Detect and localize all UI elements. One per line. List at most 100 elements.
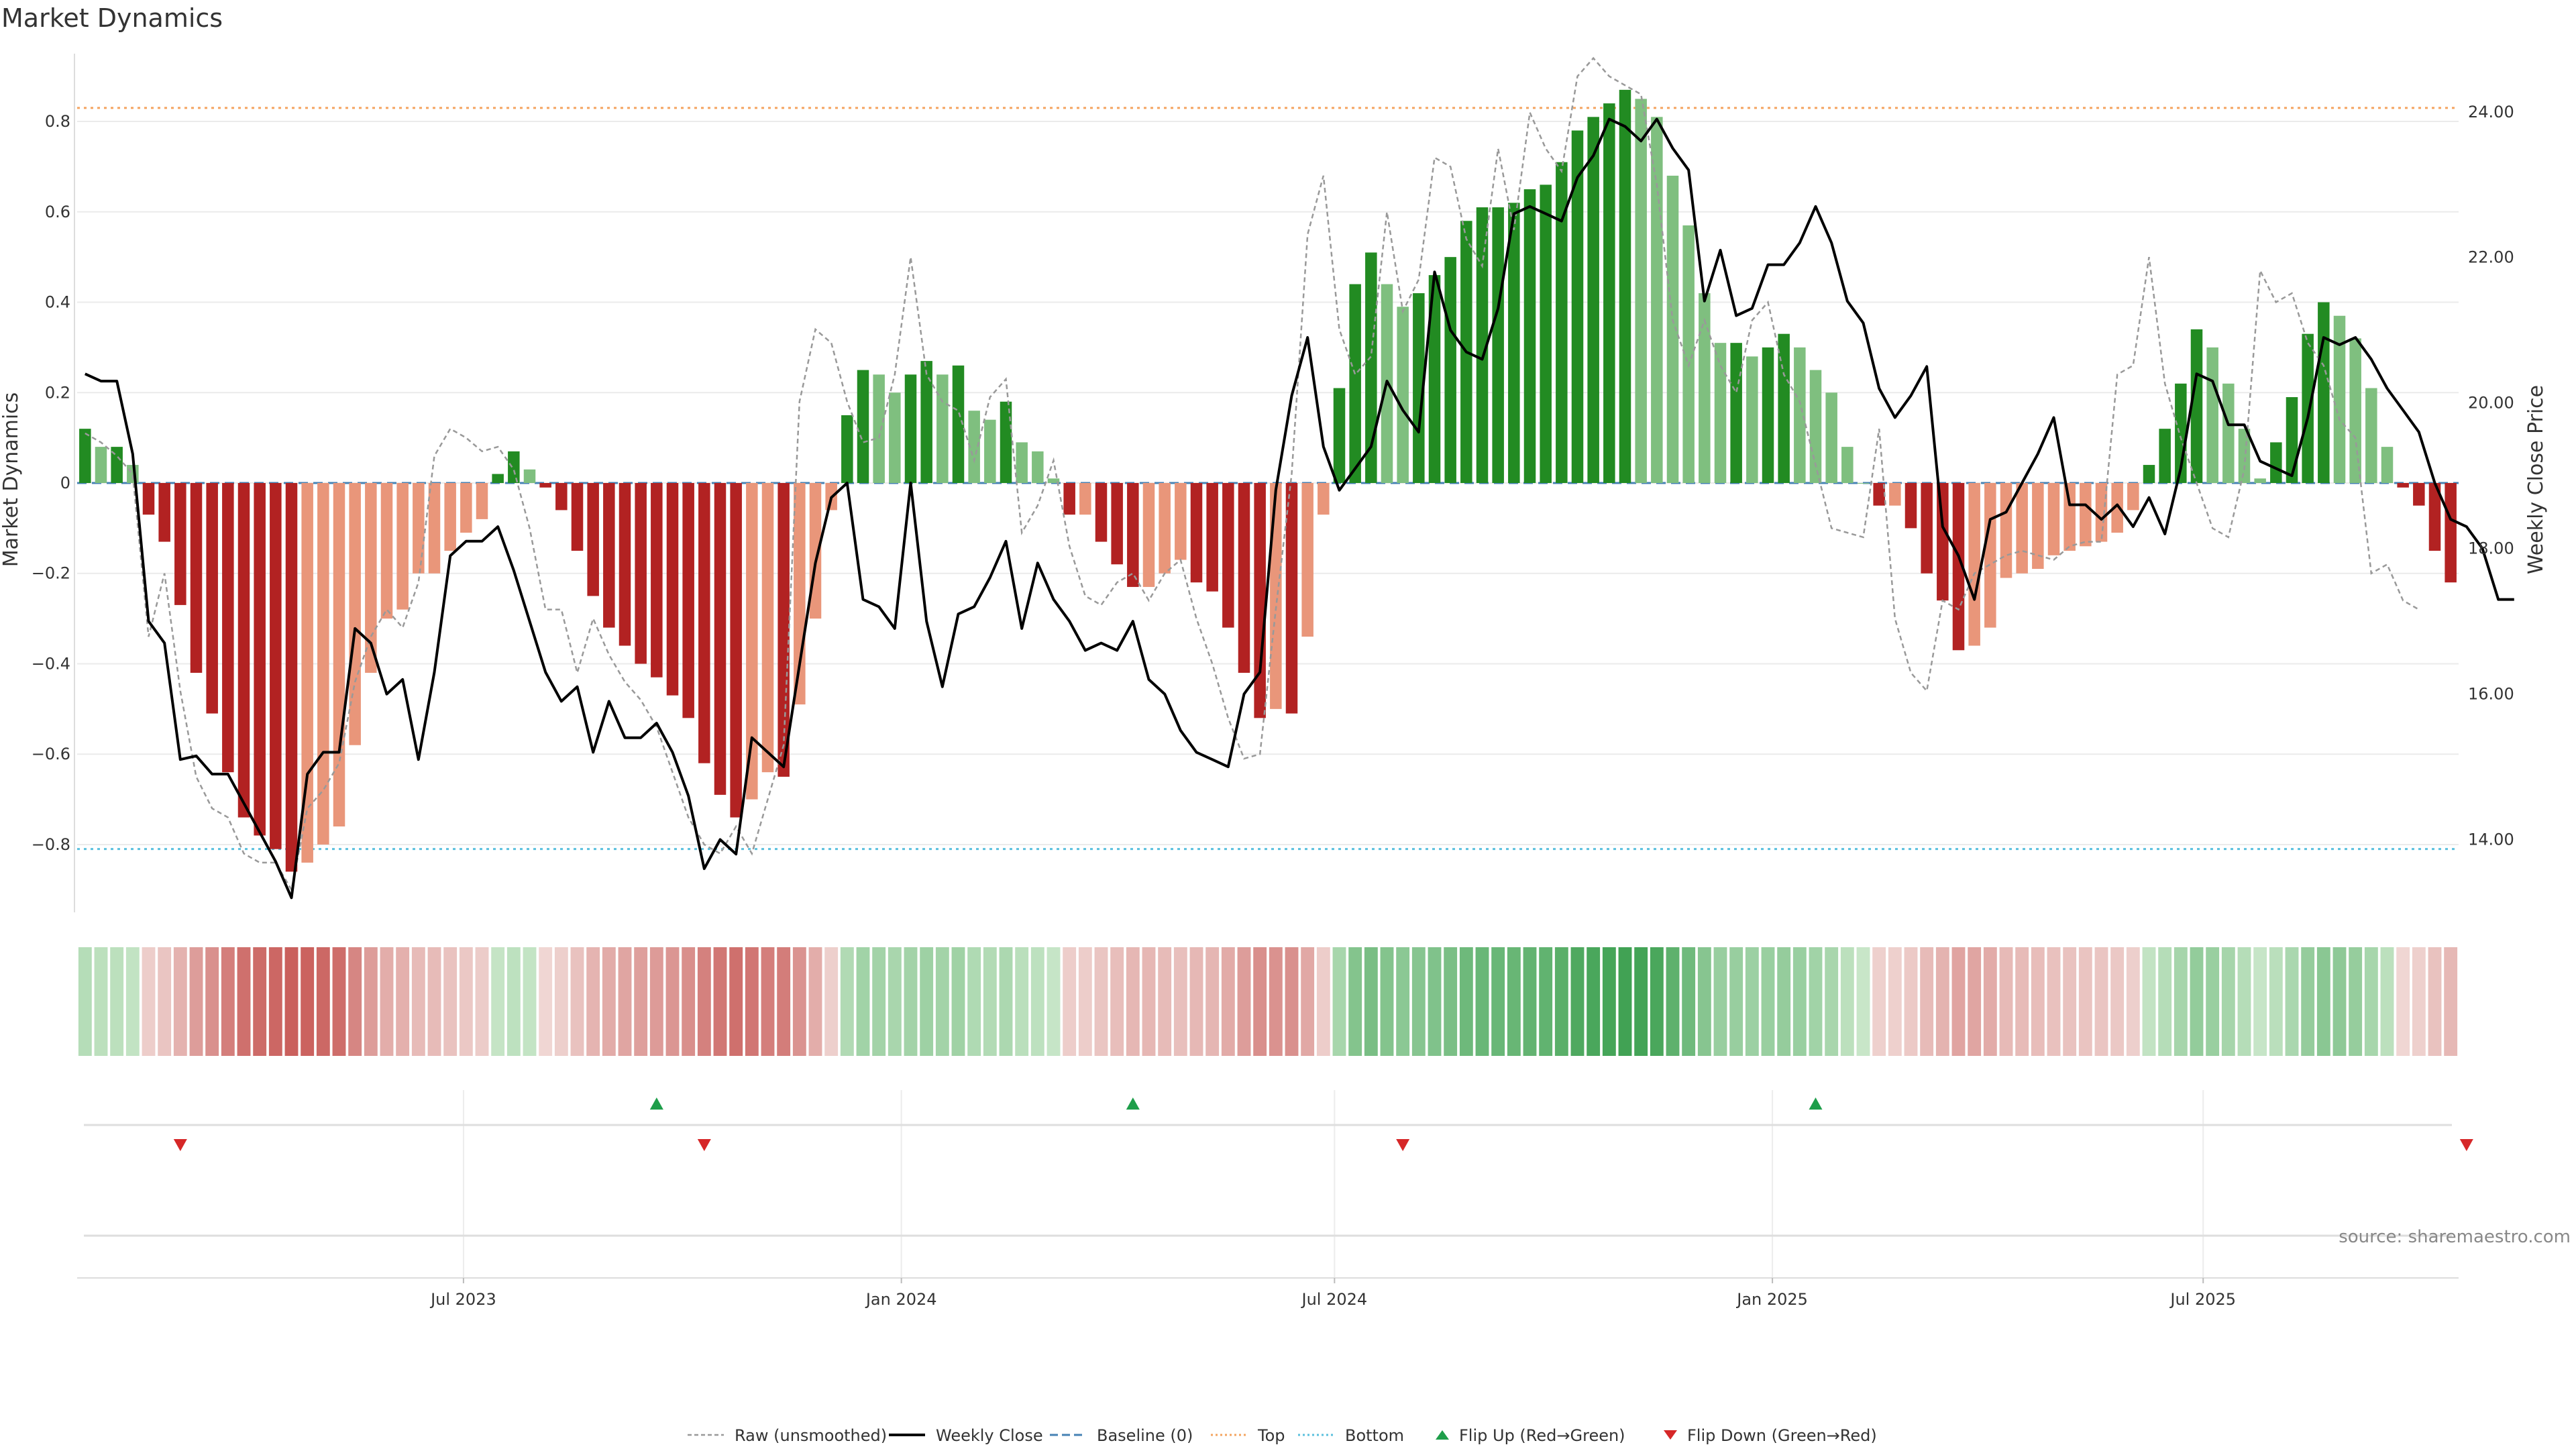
legend-label: Flip Down (Green→Red)	[1687, 1426, 1877, 1445]
dynamics-bar	[1476, 207, 1489, 483]
y-left-tick-label: 0.2	[45, 383, 70, 402]
regime-cell	[221, 947, 235, 1056]
regime-cell	[2253, 947, 2267, 1056]
regime-cell	[189, 947, 203, 1056]
dynamics-bar	[619, 483, 631, 646]
dynamics-bar	[746, 483, 758, 800]
y-right-tick-label: 14.00	[2468, 830, 2514, 849]
regime-cell	[1682, 947, 1696, 1056]
regime-cell	[1221, 947, 1235, 1056]
dynamics-bar	[841, 415, 853, 483]
regime-cell	[110, 947, 124, 1056]
regime-cell	[1777, 947, 1791, 1056]
regime-cell	[2349, 947, 2363, 1056]
regime-cell	[888, 947, 902, 1056]
regime-cell	[2190, 947, 2204, 1056]
regime-cell	[2158, 947, 2172, 1056]
regime-cell	[396, 947, 410, 1056]
regime-cell	[586, 947, 600, 1056]
dynamics-bar	[1142, 483, 1155, 587]
dynamics-bar	[682, 483, 694, 718]
regime-cell	[1570, 947, 1585, 1056]
regime-cell	[904, 947, 918, 1056]
dynamics-bar	[2047, 483, 2060, 555]
regime-cell	[2332, 947, 2347, 1056]
regime-cell	[1491, 947, 1505, 1056]
dynamics-bar	[2000, 483, 2012, 578]
y-left-tick-label: −0.4	[32, 654, 70, 673]
regime-cell	[2094, 947, 2108, 1056]
regime-cell	[792, 947, 806, 1056]
regime-cell	[2142, 947, 2156, 1056]
regime-cell	[761, 947, 775, 1056]
regime-cell	[1078, 947, 1092, 1056]
dynamics-bar	[142, 483, 155, 515]
dynamics-bar	[365, 483, 377, 673]
regime-cell	[459, 947, 473, 1056]
dynamics-bar	[1841, 447, 1854, 483]
dynamics-bar	[428, 483, 441, 574]
regime-cell	[2031, 947, 2045, 1056]
y-left-tick-label: 0	[60, 474, 70, 492]
regime-cell	[1411, 947, 1426, 1056]
regime-cell	[824, 947, 839, 1056]
dynamics-bar	[2413, 483, 2425, 506]
dynamics-bar	[2349, 338, 2361, 483]
raw-unsmoothed-line	[85, 56, 2420, 892]
regime-cell	[602, 947, 616, 1056]
regime-cell	[1761, 947, 1775, 1056]
dynamics-bar	[2397, 483, 2409, 488]
regime-cell	[1348, 947, 1362, 1056]
dynamics-bar	[111, 447, 123, 483]
flip-down-marker	[1396, 1139, 1410, 1151]
axes: −0.8 −0.6 −0.4 −0.2 0 0.2 0.4 0.6 0.8 14.00 16.00 1…	[32, 54, 2514, 1309]
x-tick-label: Jan 2024	[865, 1290, 937, 1309]
dynamics-bar	[444, 483, 456, 551]
regime-cell	[1237, 947, 1251, 1056]
dynamics-bar	[730, 483, 742, 818]
dynamics-bar	[714, 483, 727, 795]
dynamics-bar	[1333, 388, 1346, 483]
regime-cell	[2301, 947, 2315, 1056]
flip-up-marker	[649, 1097, 663, 1110]
dynamics-bar	[1222, 483, 1234, 628]
reference-lines	[77, 107, 2459, 851]
dynamics-bar	[571, 483, 584, 551]
regime-cell	[682, 947, 696, 1056]
regime-cell	[2206, 947, 2220, 1056]
regime-cell	[1825, 947, 1839, 1056]
dynamics-bar	[1508, 203, 1520, 483]
dynamics-bar	[1523, 189, 1536, 483]
dynamics-bar	[2143, 465, 2155, 483]
dynamics-bar	[555, 483, 568, 511]
y-right-tick-label: 20.00	[2468, 394, 2514, 413]
dynamics-bar	[936, 374, 949, 483]
source-credit: source: sharemaestro.com	[2339, 1227, 2571, 1247]
y-left-tick-label: 0.6	[45, 203, 70, 221]
dynamics-bar	[777, 483, 790, 777]
dynamics-bar	[889, 392, 901, 483]
regime-cell	[1872, 947, 1886, 1056]
dynamics-bar	[1651, 117, 1663, 483]
dynamics-bar	[1397, 307, 1409, 483]
regime-cell	[1332, 947, 1346, 1056]
dynamics-bar	[1762, 347, 1774, 483]
regime-cell	[1380, 947, 1394, 1056]
regime-cell	[554, 947, 568, 1056]
legend-swatch	[1436, 1430, 1449, 1440]
regime-cell	[967, 947, 981, 1056]
grid-layer	[77, 121, 2459, 845]
regime-cell	[1602, 947, 1616, 1056]
dynamics-bar	[1047, 478, 1060, 483]
regime-cell	[1189, 947, 1203, 1056]
legend-entry: Weekly Close	[889, 1426, 1043, 1445]
dynamics-bar	[968, 411, 980, 483]
regime-cell	[920, 947, 934, 1056]
dynamics-bar	[1000, 401, 1012, 483]
regime-cell	[1745, 947, 1759, 1056]
legend-entry: Baseline (0)	[1050, 1426, 1193, 1445]
regime-cell	[253, 947, 267, 1056]
x-tick-label: Jul 2023	[429, 1290, 496, 1309]
dynamics-bar	[1984, 483, 1996, 628]
regime-cell	[983, 947, 997, 1056]
